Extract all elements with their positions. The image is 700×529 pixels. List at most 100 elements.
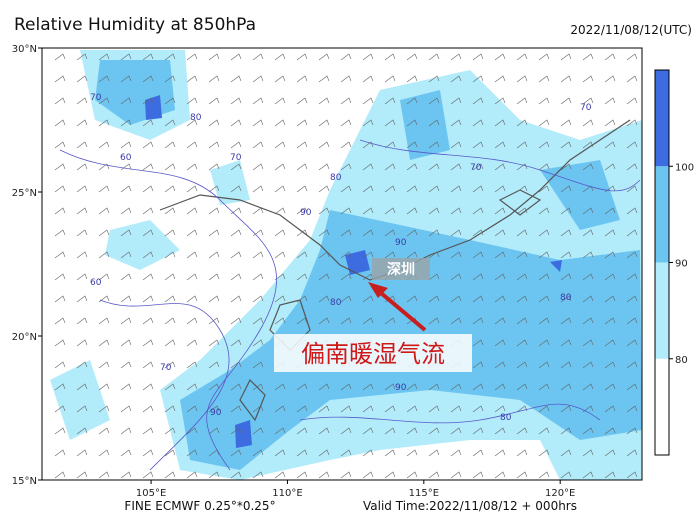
wind-barb — [604, 141, 616, 149]
wind-barb — [384, 427, 396, 435]
wind-barb — [560, 317, 572, 325]
wind-barb — [208, 339, 220, 347]
wind-barb — [582, 207, 594, 215]
wind-barb — [98, 75, 110, 83]
wind-barb — [560, 97, 572, 105]
wind-barb — [428, 471, 440, 479]
wind-barb — [76, 251, 88, 259]
wind-barb — [538, 295, 550, 303]
contour-label: 90 — [210, 408, 222, 418]
wind-barb — [538, 141, 550, 149]
wind-barb — [98, 163, 110, 171]
wind-barb — [296, 119, 308, 127]
wind-barb — [428, 317, 440, 325]
wind-barb — [186, 427, 198, 435]
wind-barb — [582, 75, 594, 83]
x-tick-label: 110°E — [272, 488, 302, 499]
wind-barb — [340, 97, 352, 105]
wind-barb — [296, 75, 308, 83]
wind-barb — [362, 295, 374, 303]
wind-barb — [230, 427, 242, 435]
wind-barb — [274, 449, 286, 457]
contour-label: 80 — [330, 173, 342, 183]
wind-barb — [252, 273, 264, 281]
wind-barb — [560, 207, 572, 215]
wind-barb — [120, 361, 132, 369]
wind-barb — [230, 97, 242, 105]
wind-barb — [164, 383, 176, 391]
wind-barb — [76, 119, 88, 127]
wind-barb — [538, 361, 550, 369]
wind-barb — [208, 141, 220, 149]
wind-barb — [76, 405, 88, 413]
wind-barb — [626, 229, 638, 237]
wind-barb — [186, 449, 198, 457]
wind-barb — [406, 449, 418, 457]
flow-box — [274, 334, 472, 372]
wind-barb — [54, 75, 66, 83]
wind-barb — [494, 449, 506, 457]
wind-barb — [472, 295, 484, 303]
wind-barb — [54, 207, 66, 215]
wind-barb — [98, 361, 110, 369]
wind-barb — [142, 53, 154, 61]
wind-barb — [98, 185, 110, 193]
wind-barb — [384, 119, 396, 127]
wind-barb — [604, 317, 616, 325]
wind-barb — [296, 251, 308, 259]
wind-barb — [54, 361, 66, 369]
wind-barb — [494, 383, 506, 391]
wind-barb — [76, 361, 88, 369]
wind-barb — [340, 449, 352, 457]
wind-barb — [164, 75, 176, 83]
wind-barb — [340, 163, 352, 171]
wind-barb — [516, 427, 528, 435]
wind-barb — [296, 471, 308, 479]
wind-barb — [362, 53, 374, 61]
wind-barb — [274, 427, 286, 435]
wind-barb — [296, 163, 308, 171]
wind-barb — [516, 229, 528, 237]
wind-barb — [164, 229, 176, 237]
wind-barb — [76, 383, 88, 391]
contour-label: 70 — [160, 363, 172, 373]
wind-barb — [164, 427, 176, 435]
wind-barb — [582, 273, 594, 281]
wind-barb — [340, 75, 352, 83]
y-tick-label: 15°N — [12, 476, 37, 487]
wind-barb — [384, 383, 396, 391]
wind-barb — [252, 119, 264, 127]
wind-barb — [604, 207, 616, 215]
wind-barb — [494, 229, 506, 237]
wind-barb — [582, 383, 594, 391]
wind-barb — [120, 141, 132, 149]
wind-barb — [252, 53, 264, 61]
contour-label: 80 — [190, 113, 202, 123]
wind-barb — [538, 383, 550, 391]
wind-barb — [626, 471, 638, 479]
wind-barb — [406, 185, 418, 193]
city-annotation: 深圳 — [372, 258, 430, 280]
wind-barb — [538, 405, 550, 413]
y-tick-label: 30°N — [12, 44, 37, 55]
wind-barb — [472, 273, 484, 281]
wind-barb — [340, 405, 352, 413]
wind-barb — [186, 317, 198, 325]
title: Relative Humidity at 850hPa — [14, 15, 256, 35]
wind-barb — [472, 141, 484, 149]
wind-barb — [362, 141, 374, 149]
wind-barb — [626, 251, 638, 259]
wind-barb — [54, 141, 66, 149]
contour-label: 80 — [330, 298, 342, 308]
wind-barb — [120, 295, 132, 303]
wind-barb — [450, 119, 462, 127]
wind-barb — [538, 427, 550, 435]
wind-barb — [274, 141, 286, 149]
wind-barb — [274, 273, 286, 281]
wind-barb — [98, 207, 110, 215]
wind-barb — [428, 405, 440, 413]
wind-barb — [582, 53, 594, 61]
wind-barb — [98, 449, 110, 457]
wind-barb — [538, 317, 550, 325]
